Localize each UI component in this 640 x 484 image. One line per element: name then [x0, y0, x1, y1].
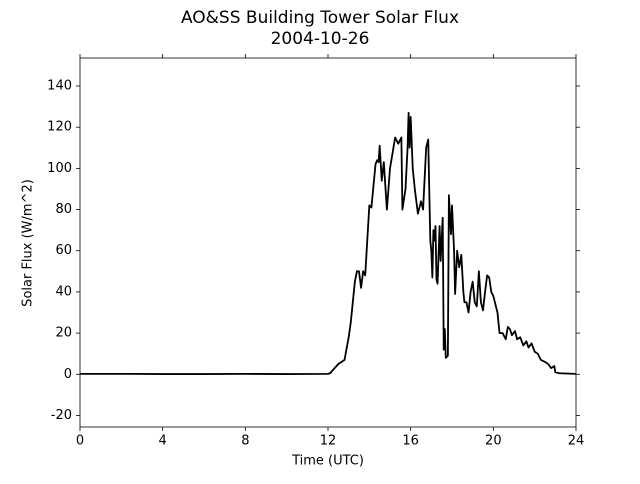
- y-axis-label: Solar Flux (W/m^2): [21, 179, 36, 307]
- y-tick-label: 120: [47, 120, 72, 135]
- y-tick-label: -20: [51, 408, 72, 423]
- x-tick-label: 4: [159, 434, 167, 449]
- x-tick-label: 0: [76, 434, 84, 449]
- x-tick-label: 8: [241, 434, 249, 449]
- y-tick-label: 100: [47, 161, 72, 176]
- x-tick-label: 12: [320, 434, 337, 449]
- y-tick-label: 0: [64, 367, 72, 382]
- y-tick-label: 20: [55, 326, 72, 341]
- chart-title: AO&SS Building Tower Solar Flux: [181, 8, 459, 28]
- y-tick-label: 40: [55, 284, 72, 299]
- plot-frame: [79, 57, 577, 428]
- y-tick-label: 140: [47, 79, 72, 94]
- x-tick-label: 24: [568, 434, 585, 449]
- y-tick-label: 80: [55, 202, 72, 217]
- chart-subtitle: 2004-10-26: [271, 29, 370, 49]
- x-tick-label: 20: [485, 434, 502, 449]
- x-axis-label: Time (UTC): [291, 454, 364, 469]
- y-tick-label: 60: [55, 243, 72, 258]
- data-line: [80, 111, 577, 375]
- x-tick-label: 16: [402, 434, 419, 449]
